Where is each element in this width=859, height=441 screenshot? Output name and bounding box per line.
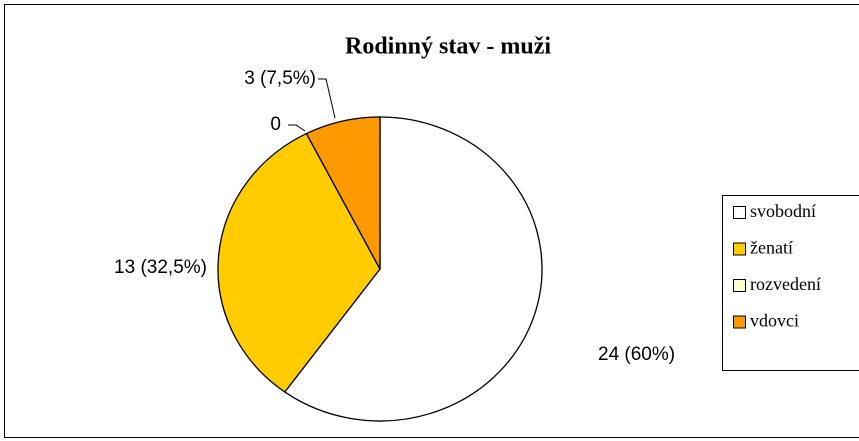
legend-label: vdovci: [750, 311, 799, 331]
legend-swatch: [733, 279, 746, 292]
legend-label: ženatí: [750, 238, 793, 258]
pie-slice: [305, 116, 381, 270]
data-label: 24 (60%): [598, 344, 675, 365]
legend-swatch: [733, 206, 746, 219]
legend-label: rozvedení: [750, 274, 821, 294]
pie-slice: [283, 116, 543, 422]
data-label: 3 (7,5%): [244, 68, 316, 89]
data-label: 0: [270, 114, 281, 135]
legend-swatch: [733, 315, 746, 329]
legend-swatch: [733, 242, 746, 256]
legend-label: svobodní: [750, 201, 816, 221]
data-label: 13 (32,5%): [114, 257, 207, 278]
leader-line: [288, 124, 306, 132]
leader-line: [318, 78, 336, 119]
pie-slice: [217, 132, 381, 393]
chart-title: Rodinný stav - muži: [345, 34, 551, 60]
